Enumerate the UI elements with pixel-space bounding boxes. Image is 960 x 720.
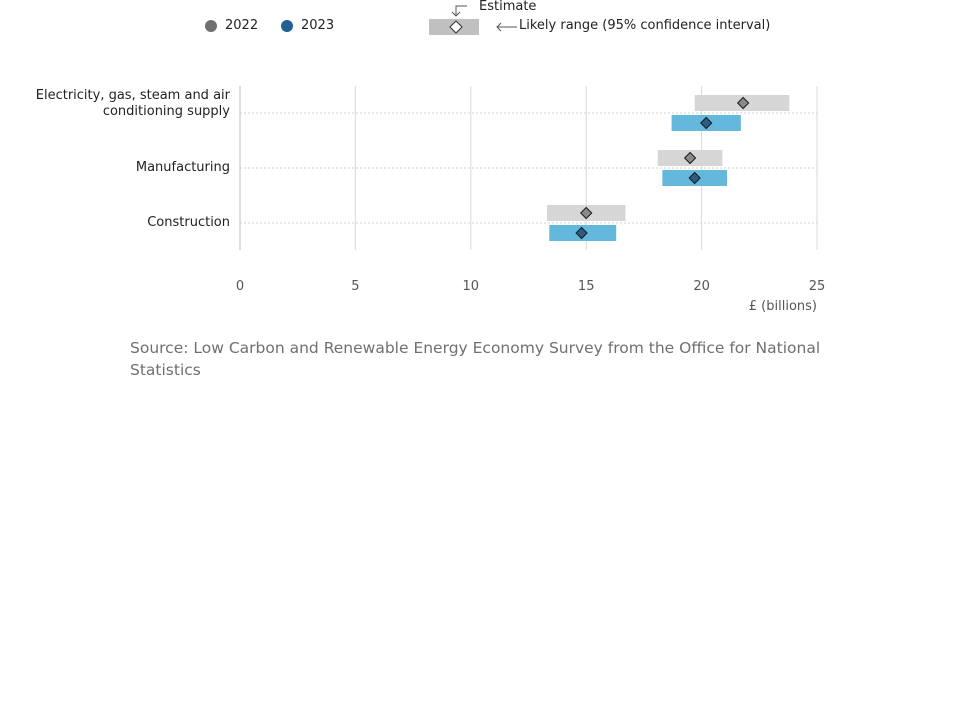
legend-label-2022: 2022 bbox=[225, 18, 259, 33]
legend-estimate-arrow bbox=[455, 5, 467, 15]
category-label-manufacturing: Manufacturing bbox=[135, 160, 230, 175]
legend-estimate-label: Estimate bbox=[479, 0, 537, 14]
category-label-electricity: Electricity, gas, steam and air conditio… bbox=[35, 88, 230, 119]
legend-estimate-diamond bbox=[449, 20, 463, 34]
x-tick-label-25: 25 bbox=[809, 279, 826, 294]
legend-item-2022: 2022 bbox=[205, 18, 258, 33]
estimate-marker-2023-1 bbox=[688, 171, 701, 185]
x-tick-label-10: 10 bbox=[463, 279, 480, 294]
estimate-marker-2022-0 bbox=[736, 96, 750, 110]
category-label-construction: Construction bbox=[147, 215, 230, 230]
marks-layer bbox=[546, 95, 790, 241]
x-tick-label-15: 15 bbox=[578, 279, 595, 294]
chart-legend: 2022 2023 Estimate Likely range (95% con… bbox=[0, 0, 960, 50]
x-axis: 0 5 10 15 20 25 £ (billions) bbox=[236, 279, 825, 314]
x-tick-label-0: 0 bbox=[236, 279, 244, 294]
legend-dot-2022 bbox=[205, 19, 217, 32]
legend-label-2023: 2023 bbox=[301, 18, 335, 33]
estimate-marker-2023-0 bbox=[700, 116, 713, 130]
estimate-marker-2022-1 bbox=[683, 151, 697, 165]
x-axis-label: £ (billions) bbox=[749, 299, 817, 314]
legend-item-2023: 2023 bbox=[281, 18, 334, 33]
x-tick-label-20: 20 bbox=[693, 279, 710, 294]
chart-source-note: Source: Low Carbon and Renewable Energy … bbox=[130, 339, 821, 379]
chart-plot: 0 5 10 15 20 25 £ (billions) bbox=[236, 86, 825, 314]
estimate-marker-2022-2 bbox=[579, 206, 593, 220]
x-tick-label-5: 5 bbox=[351, 279, 359, 294]
legend-dot-2023 bbox=[281, 19, 293, 32]
legend-range-label: Likely range (95% confidence interval) bbox=[519, 18, 771, 33]
estimate-marker-2023-2 bbox=[575, 226, 588, 240]
legend-range-arrow bbox=[496, 22, 517, 32]
grid-layer bbox=[239, 86, 818, 250]
legend-estimate-arrowhead bbox=[451, 11, 461, 17]
legend-key-graphic bbox=[429, 5, 517, 35]
